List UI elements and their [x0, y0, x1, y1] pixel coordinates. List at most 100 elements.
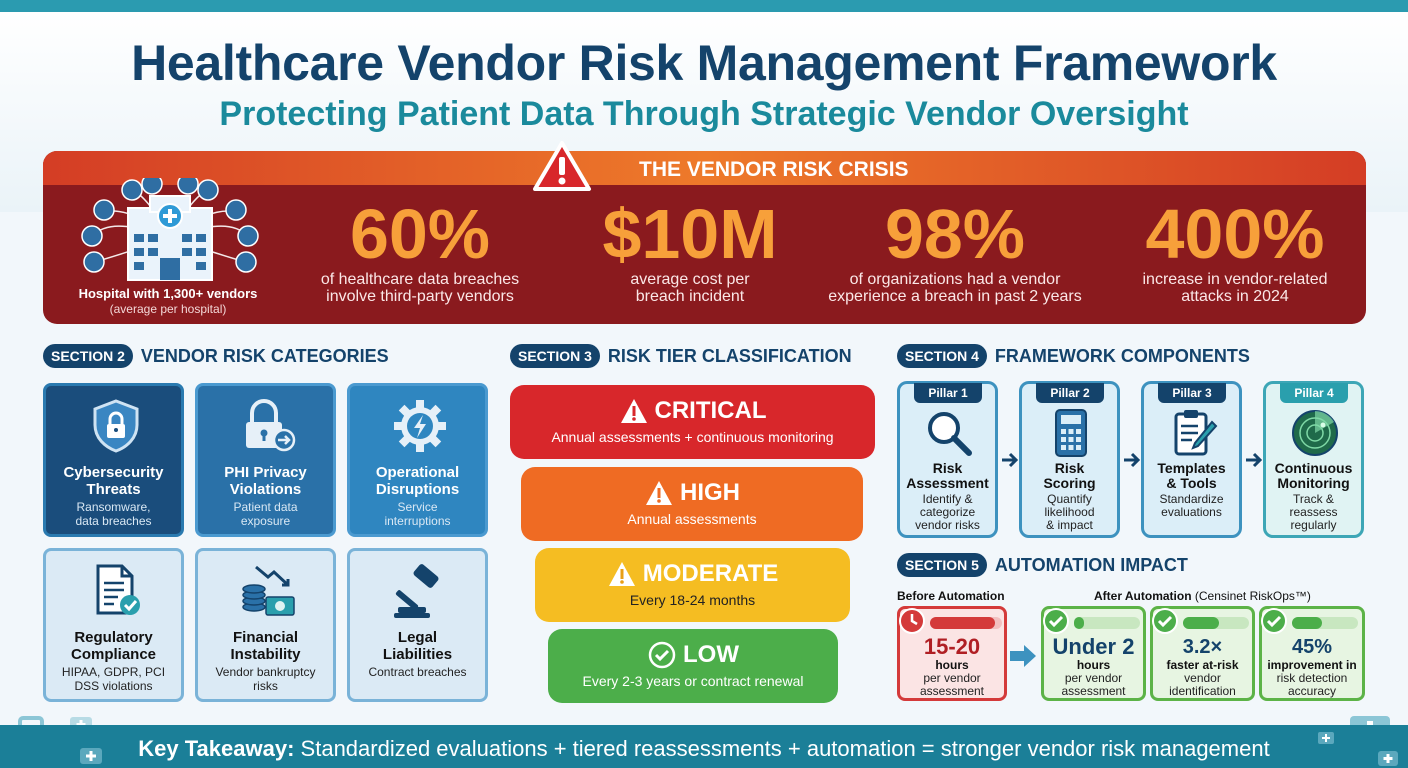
- pillar-continuous-monitoring: Pillar 4 Continuous Monitoring Track & rea…: [1263, 381, 1364, 538]
- arrow-right-icon: [1124, 452, 1141, 468]
- after-desc: improvement in risk detection accuracy: [1267, 658, 1357, 698]
- tier-name: MODERATE: [642, 560, 779, 587]
- category-desc: Vendor bankruptcy risks: [215, 665, 316, 693]
- crisis-heading: THE VENDOR RISK CRISIS: [639, 158, 909, 181]
- section5-heading: SECTION 5 AUTOMATION IMPACT: [897, 552, 1188, 578]
- stat-cost: $10M average cost per breach incident: [570, 196, 810, 306]
- document-check-icon: [96, 564, 140, 615]
- after-value: 3.2×: [1182, 636, 1223, 658]
- category-cybersecurity: Cybersecurity Threats Ransomware, data bre…: [43, 383, 184, 537]
- after-desc: faster at-risk vendor identification: [1166, 658, 1239, 698]
- calculator-icon: [1055, 409, 1087, 457]
- gear-bolt-icon: [394, 400, 446, 452]
- before-bar: [930, 617, 1002, 629]
- pillar-title: Templates & Tools: [1157, 460, 1226, 491]
- pillar-templates-tools: Pillar 3 Templates & Tools Standardize eva…: [1141, 381, 1242, 538]
- section-title: VENDOR RISK CATEGORIES: [140, 345, 389, 366]
- after-bar-fill: [1292, 617, 1322, 629]
- after-bar: [1074, 617, 1140, 629]
- medical-kit-icon: [1318, 732, 1334, 744]
- section3-heading: SECTION 3 RISK TIER CLASSIFICATION: [510, 343, 852, 369]
- after-desc: hours per vendor assessment: [1061, 658, 1126, 698]
- pillar-risk-scoring: Pillar 2 Risk Scoring Quantify likelihood &…: [1019, 381, 1120, 538]
- pillar-title: Continuous Monitoring: [1274, 460, 1353, 491]
- stat-breaches: 60% of healthcare data breaches involve …: [300, 196, 540, 306]
- warning-icon: [646, 481, 672, 505]
- pillar-desc: Quantify likelihood & impact: [1044, 492, 1095, 532]
- before-desc: hours per vendor assessment: [919, 658, 985, 698]
- pillar-tag: Pillar 4: [1280, 383, 1348, 403]
- arrow-right-icon: [1246, 452, 1263, 468]
- money-down-icon: [242, 565, 295, 616]
- tier-desc: Annual assessments + continuous monitori…: [551, 429, 834, 445]
- after-value: 45%: [1291, 636, 1333, 658]
- section-title: FRAMEWORK COMPONENTS: [994, 345, 1250, 366]
- medical-kit-icon: [80, 748, 102, 764]
- after-value: Under 2: [1052, 634, 1135, 659]
- category-phi-privacy: PHI Privacy Violations Patient data exposu…: [195, 383, 336, 537]
- warning-icon: [620, 399, 647, 423]
- page-title: Healthcare Vendor Risk Management Framew…: [131, 35, 1277, 91]
- tier-desc: Annual assessments: [627, 511, 757, 527]
- category-title: Financial Instability: [230, 629, 301, 663]
- stat-desc-line2: involve third-party vendors: [326, 288, 514, 305]
- category-title: Legal Liabilities: [382, 629, 453, 663]
- section-tag: SECTION 5: [897, 553, 987, 577]
- stat-value: 98%: [884, 195, 1026, 273]
- stat-desc-line1: of healthcare data breaches: [320, 271, 520, 288]
- pillar-desc: Identify & categorize vendor risks: [915, 492, 980, 532]
- hospital-sublabel: (average per hospital): [109, 302, 227, 316]
- after-card-accuracy: 45% improvement in risk detection accuracy: [1259, 606, 1365, 701]
- check-circle-icon: [1043, 608, 1069, 634]
- stat-desc-line1: increase in vendor-related: [1142, 271, 1328, 288]
- category-operational: Operational Disruptions Service interrupti…: [347, 383, 488, 537]
- category-title: PHI Privacy Violations: [224, 464, 307, 498]
- category-desc: Service interruptions: [384, 500, 451, 528]
- pillar-tag: Pillar 3: [1158, 383, 1226, 403]
- tier-name: LOW: [683, 641, 739, 668]
- stat-attacks: 400% increase in vendor-related attacks …: [1110, 196, 1360, 306]
- category-desc: HIPAA, GDPR, PCI DSS violations: [61, 665, 166, 693]
- section-title: RISK TIER CLASSIFICATION: [607, 345, 852, 366]
- hospital-network-icon: [81, 178, 259, 281]
- section2-heading: SECTION 2 VENDOR RISK CATEGORIES: [43, 343, 389, 369]
- category-desc: Contract breaches: [368, 665, 467, 679]
- check-circle-icon: [1261, 608, 1287, 634]
- pillar-risk-assessment: Pillar 1 Risk Assessment Identify & catego…: [897, 381, 998, 538]
- shield-lock-icon: [93, 399, 139, 453]
- crisis-header-bar: [43, 151, 1366, 185]
- pillar-tag: Pillar 1: [914, 383, 982, 403]
- clipboard-pen-icon: [1174, 410, 1218, 456]
- before-label: Before Automation: [897, 589, 1005, 603]
- before-value: 15-20: [923, 634, 981, 659]
- arrow-right-icon: [1002, 452, 1019, 468]
- takeaway-message: Standardized evaluations + tiered reasse…: [300, 736, 1270, 761]
- tier-low: LOW Every 2-3 years or contract renewal: [548, 629, 838, 703]
- after-bar: [1183, 617, 1249, 629]
- arrow-right-icon: [1010, 645, 1036, 667]
- before-card: 15-20 hours per vendor assessment: [897, 606, 1007, 701]
- category-title: Regulatory Compliance: [70, 629, 157, 663]
- pillar-desc: Standardize evaluations: [1159, 492, 1224, 519]
- check-circle-icon: [1152, 608, 1178, 634]
- check-circle-icon: [648, 641, 676, 669]
- stat-desc-line1: of organizations had a vendor: [849, 271, 1061, 288]
- crisis-panel: THE VENDOR RISK CRISIS: [43, 151, 1366, 324]
- tier-moderate: MODERATE Every 18-24 months: [535, 548, 850, 622]
- section-title: AUTOMATION IMPACT: [994, 554, 1188, 575]
- after-bar-fill: [1183, 617, 1220, 629]
- after-card-speed: 3.2× faster at-risk vendor identification: [1150, 606, 1255, 701]
- section-tag: SECTION 4: [897, 344, 987, 368]
- category-desc: Ransomware, data breaches: [75, 500, 152, 528]
- stat-desc-line2: attacks in 2024: [1181, 288, 1289, 305]
- before-bar-fill: [930, 617, 995, 629]
- section-tag: SECTION 3: [510, 344, 600, 368]
- category-financial: Financial Instability Vendor bankruptcy ri…: [195, 548, 336, 702]
- tier-critical: CRITICAL Annual assessments + continuous…: [510, 385, 875, 459]
- category-regulatory: Regulatory Compliance HIPAA, GDPR, PCI DSS…: [43, 548, 184, 702]
- stat-value: 60%: [349, 195, 491, 273]
- after-label: After Automation (Censinet RiskOps™): [1094, 589, 1311, 603]
- tier-desc: Every 2-3 years or contract renewal: [582, 673, 804, 689]
- pillar-title: Risk Assessment: [906, 460, 989, 491]
- pillar-title: Risk Scoring: [1043, 460, 1096, 491]
